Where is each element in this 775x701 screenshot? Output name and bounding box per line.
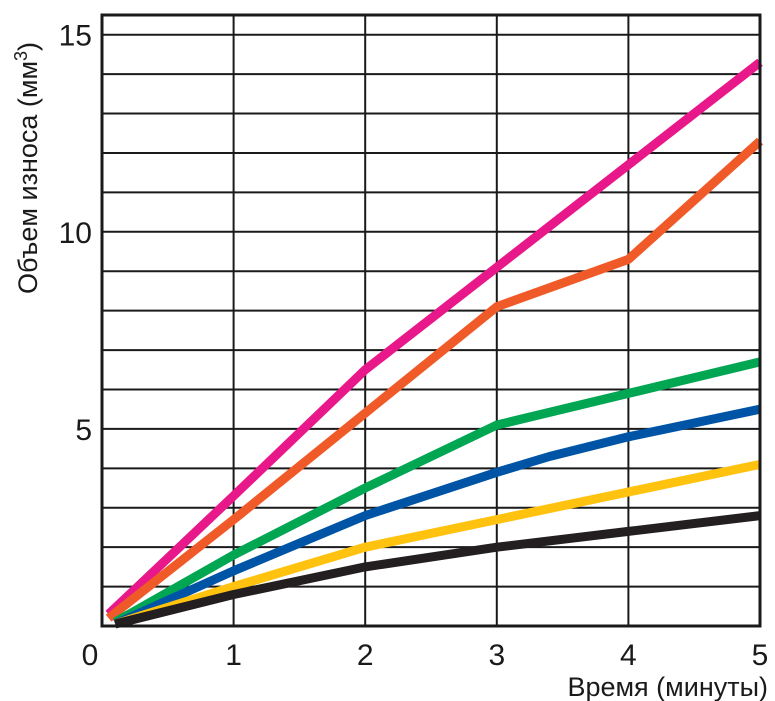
x-tick-label: 5: [752, 639, 769, 672]
y-tick-label: 15: [59, 20, 92, 53]
series-line-3: [112, 357, 762, 627]
y-tick-label: 10: [59, 217, 92, 250]
y-tick-label: 5: [75, 414, 92, 447]
y-axis-label-close: ): [13, 42, 43, 51]
x-tick-label: 2: [357, 639, 374, 672]
series-line-4: [113, 404, 761, 629]
y-axis-label-superscript: 3: [11, 51, 31, 61]
y-axis-label: Объем износа (мм3): [11, 42, 43, 294]
y-axis-label-main: Объем износа (мм: [13, 61, 43, 294]
x-tick-label: 1: [225, 639, 242, 672]
grid: [102, 15, 760, 626]
series-line-2: [105, 137, 764, 622]
x-tick-label-origin: 0: [82, 639, 99, 672]
plot-frame: [100, 13, 762, 628]
tick-labels: 0 1 2 3 4 5 5 10 15: [59, 20, 769, 672]
series-lines: [105, 58, 764, 629]
series-line-1: [105, 58, 763, 618]
x-tick-label: 4: [620, 639, 637, 672]
x-axis-label: Время (минуты): [567, 672, 768, 701]
x-tick-label: 3: [488, 639, 505, 672]
series-line-6: [114, 511, 761, 629]
series-line-5: [113, 459, 761, 629]
